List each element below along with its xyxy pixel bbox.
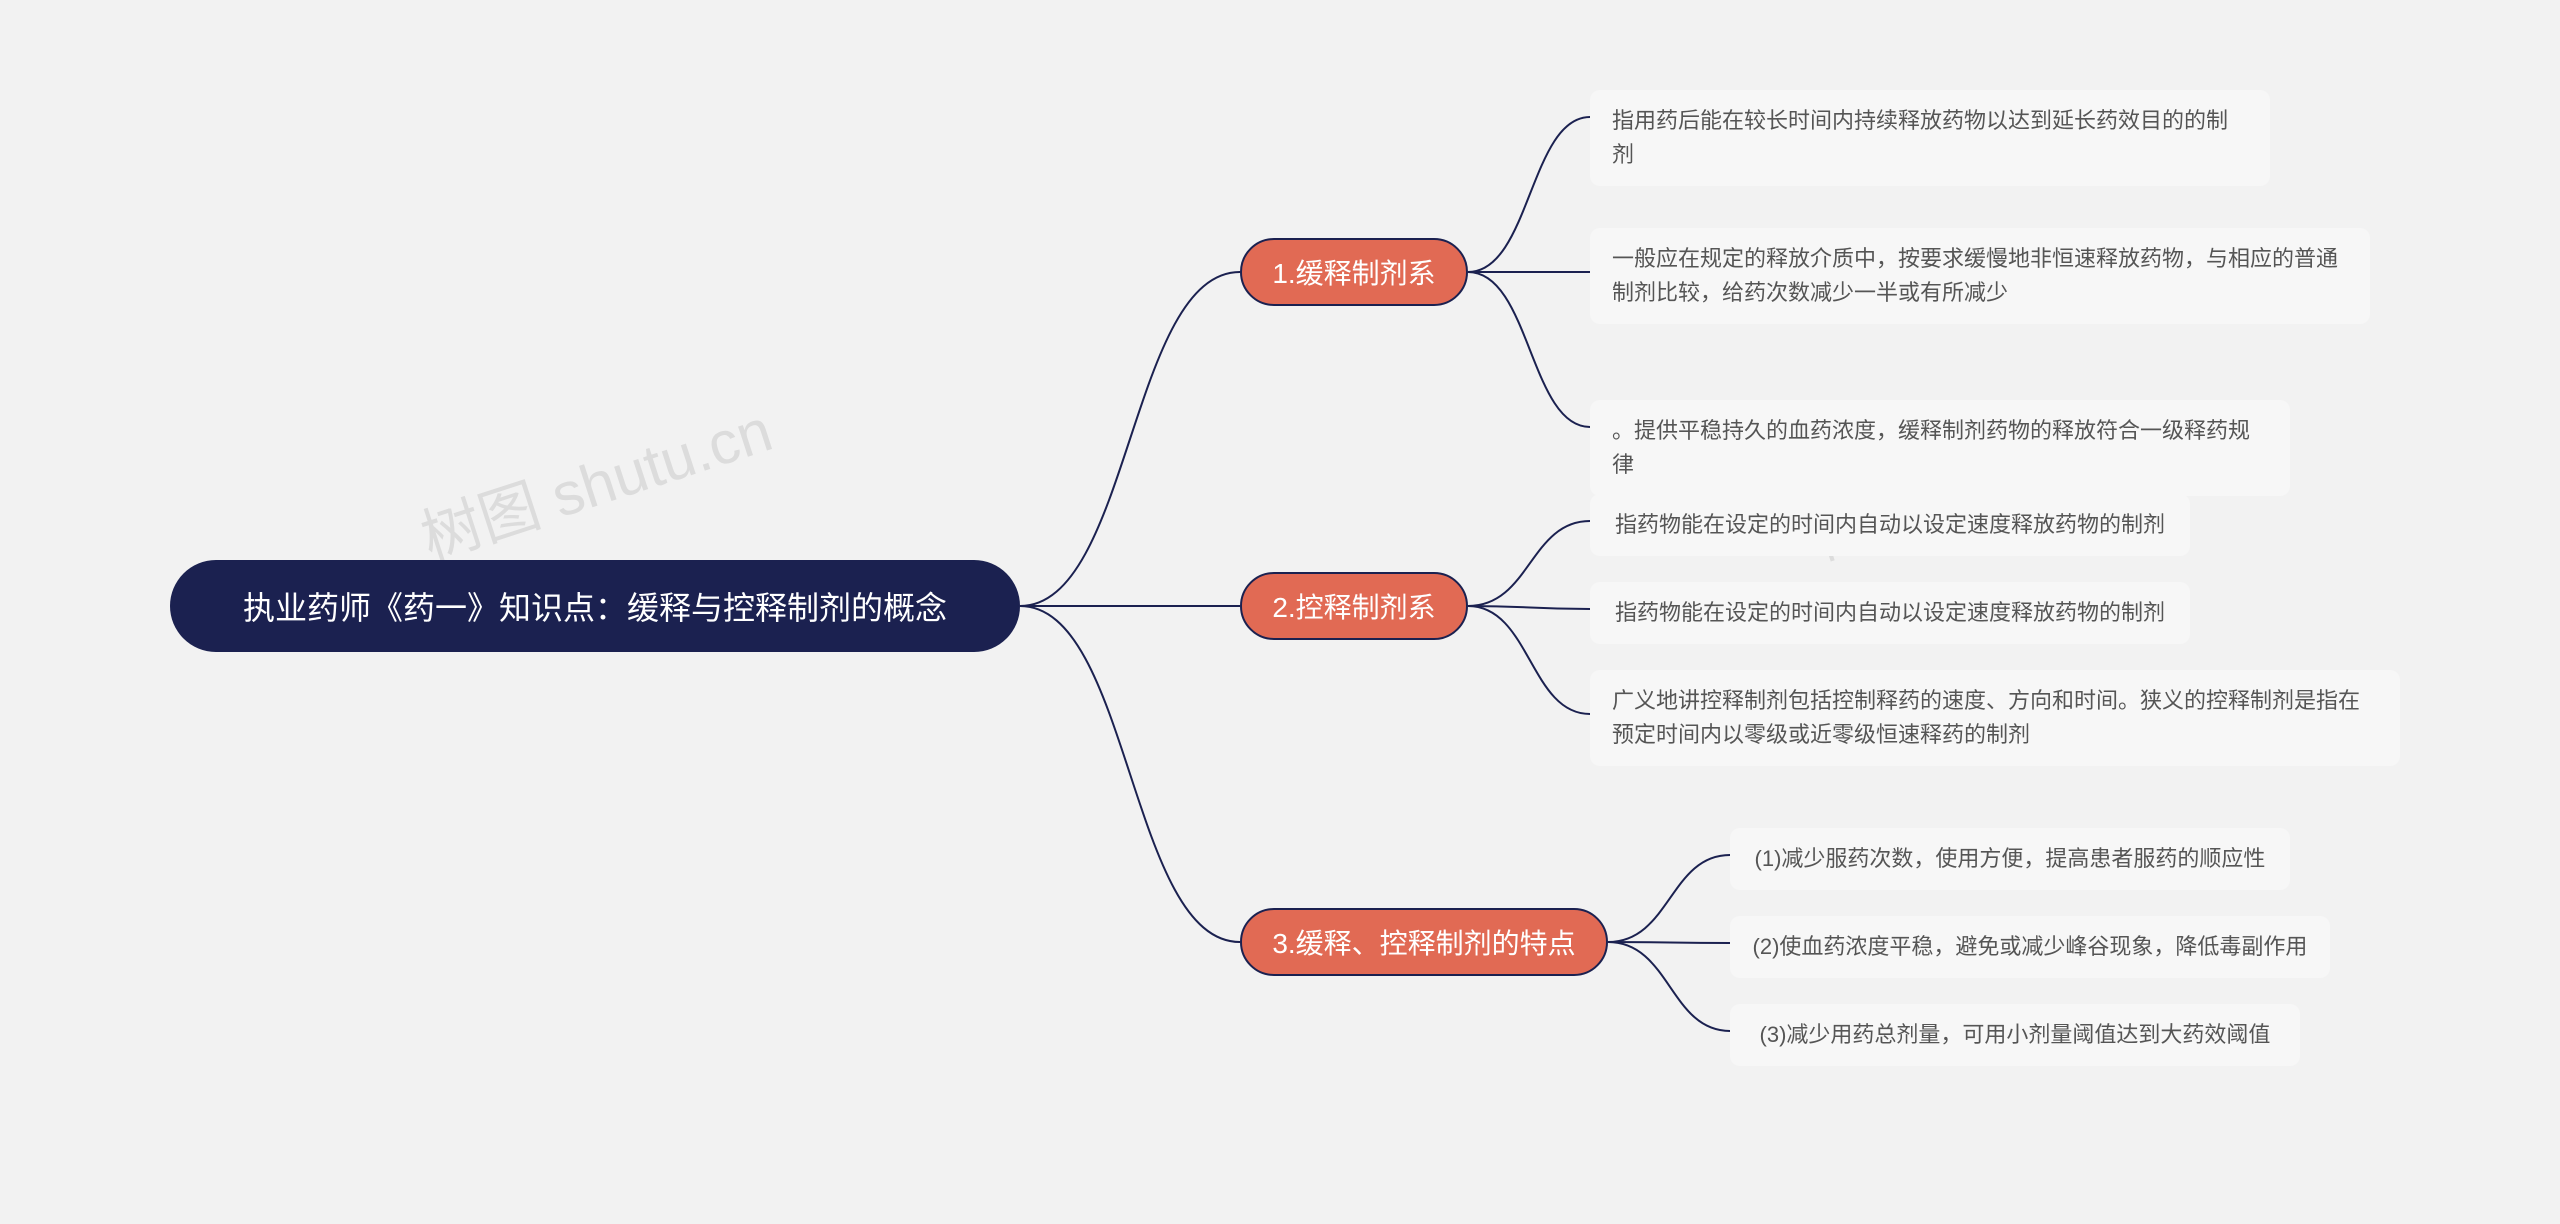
edge-b2-l1 [1468,521,1590,606]
branch-1[interactable]: 1.缓释制剂系 [1240,238,1468,306]
mindmap-canvas: 树图 shutu.cn 树图 shutu.cn 执业药师《药一》知识点：缓释与控… [0,0,2560,1224]
branch-1-label: 1.缓释制剂系 [1272,252,1435,292]
leaf-1-2[interactable]: 一般应在规定的释放介质中，按要求缓慢地非恒速释放药物，与相应的普通制剂比较，给药… [1590,228,2370,324]
edge-b1-l1 [1468,117,1590,272]
edge-b2-l2 [1468,606,1590,609]
edge-b2-l3 [1468,606,1590,714]
leaf-2-3[interactable]: 广义地讲控释制剂包括控制释药的速度、方向和时间。狭义的控释制剂是指在预定时间内以… [1590,670,2400,766]
leaf-3-1[interactable]: (1)减少服药次数，使用方便，提高患者服药的顺应性 [1730,828,2290,890]
leaf-3-3-text: (3)减少用药总剂量，可用小剂量阈值达到大药效阈值 [1760,1018,2271,1052]
leaf-2-2[interactable]: 指药物能在设定的时间内自动以设定速度释放药物的制剂 [1590,582,2190,644]
leaf-3-2-text: (2)使血药浓度平稳，避免或减少峰谷现象，降低毒副作用 [1753,930,2308,964]
leaf-2-2-text: 指药物能在设定的时间内自动以设定速度释放药物的制剂 [1615,596,2165,630]
branch-2[interactable]: 2.控释制剂系 [1240,572,1468,640]
edge-root-b1 [1020,272,1240,606]
edge-b3-l2 [1608,942,1730,943]
leaf-1-2-text: 一般应在规定的释放介质中，按要求缓慢地非恒速释放药物，与相应的普通制剂比较，给药… [1612,242,2348,310]
leaf-2-1-text: 指药物能在设定的时间内自动以设定速度释放药物的制剂 [1615,508,2165,542]
edge-b3-l1 [1608,855,1730,942]
watermark-1: 树图 shutu.cn [413,396,779,572]
leaf-1-1-text: 指用药后能在较长时间内持续释放药物以达到延长药效目的的制剂 [1612,104,2248,172]
leaf-3-1-text: (1)减少服药次数，使用方便，提高患者服药的顺应性 [1755,842,2266,876]
branch-3[interactable]: 3.缓释、控释制剂的特点 [1240,908,1608,976]
root-label: 执业药师《药一》知识点：缓释与控释制剂的概念 [243,583,947,629]
branch-2-label: 2.控释制剂系 [1272,586,1435,626]
leaf-1-3-text: 。提供平稳持久的血药浓度，缓释制剂药物的释放符合一级释药规律 [1612,414,2268,482]
leaf-3-3[interactable]: (3)减少用药总剂量，可用小剂量阈值达到大药效阈值 [1730,1004,2300,1066]
leaf-1-3[interactable]: 。提供平稳持久的血药浓度，缓释制剂药物的释放符合一级释药规律 [1590,400,2290,496]
leaf-2-1[interactable]: 指药物能在设定的时间内自动以设定速度释放药物的制剂 [1590,494,2190,556]
leaf-3-2[interactable]: (2)使血药浓度平稳，避免或减少峰谷现象，降低毒副作用 [1730,916,2330,978]
branch-3-label: 3.缓释、控释制剂的特点 [1272,922,1575,962]
leaf-2-3-text: 广义地讲控释制剂包括控制释药的速度、方向和时间。狭义的控释制剂是指在预定时间内以… [1612,684,2378,752]
root-node[interactable]: 执业药师《药一》知识点：缓释与控释制剂的概念 [170,560,1020,652]
edge-root-b3 [1020,606,1240,942]
edge-b3-l3 [1608,942,1730,1031]
edge-b1-l3 [1468,272,1590,427]
leaf-1-1[interactable]: 指用药后能在较长时间内持续释放药物以达到延长药效目的的制剂 [1590,90,2270,186]
